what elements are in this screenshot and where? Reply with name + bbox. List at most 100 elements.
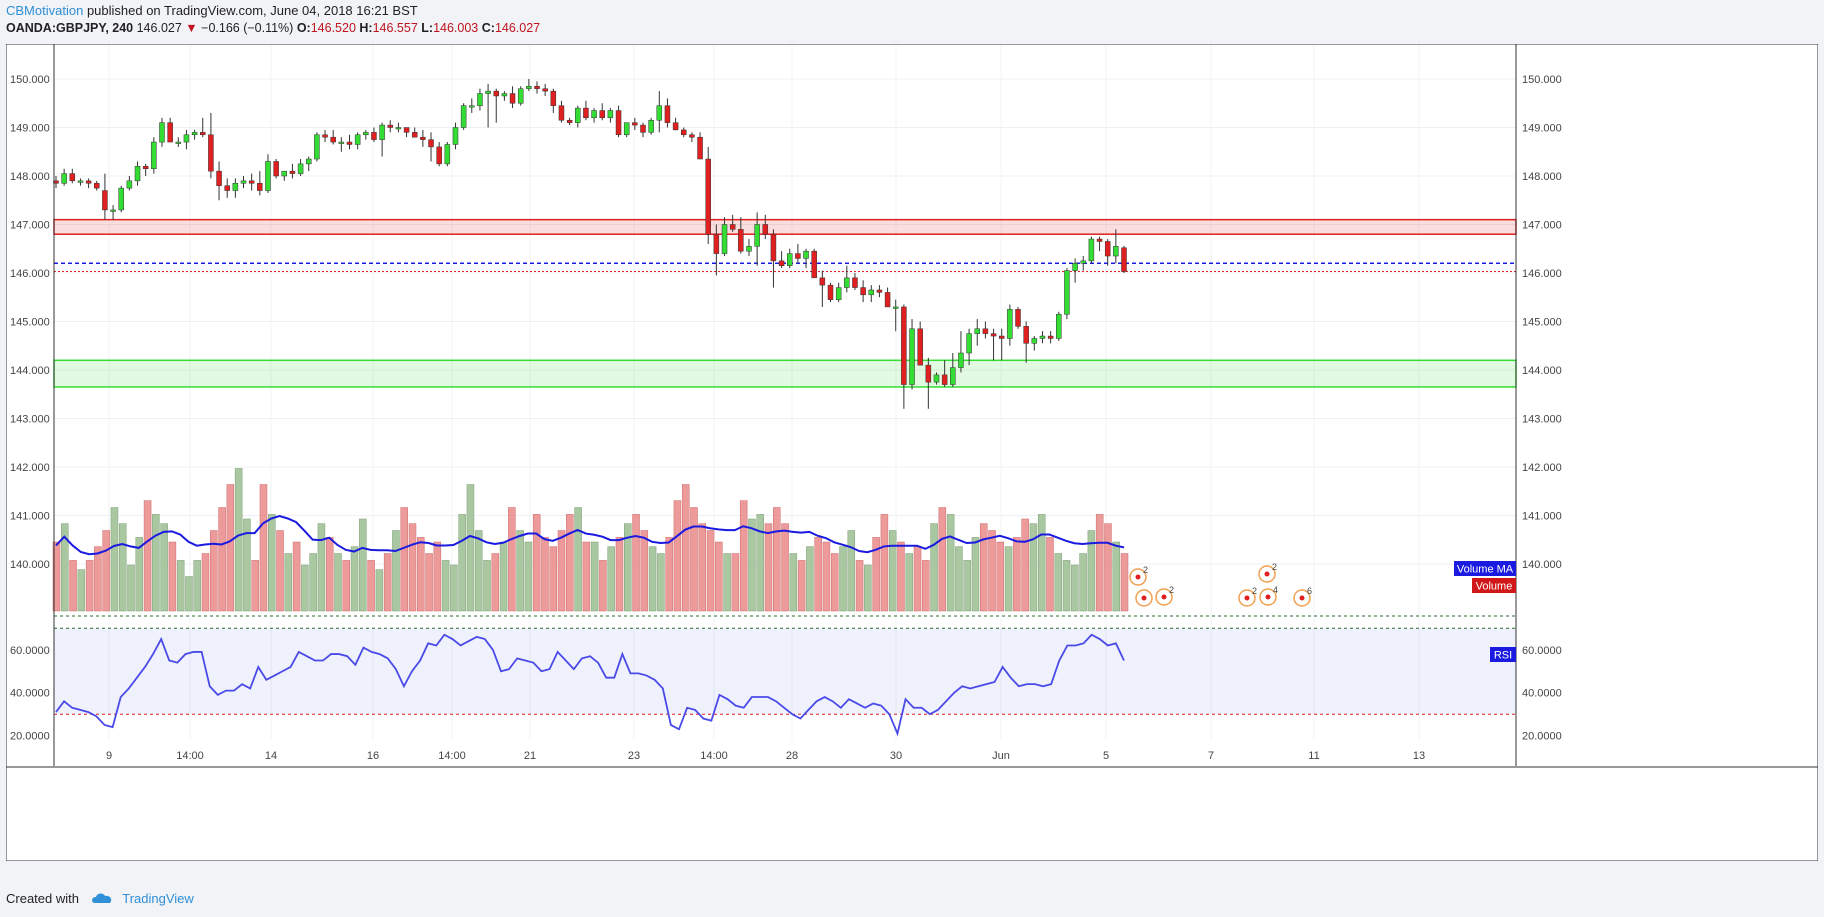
candle-down [852, 277, 858, 288]
volume-bar [400, 507, 408, 612]
time-tick-label: 14:00 [176, 750, 204, 762]
volume-bar [855, 560, 864, 612]
time-tick-label: 16 [367, 750, 379, 762]
candle-up [191, 132, 198, 136]
candle-down [901, 306, 907, 385]
candle-down [640, 124, 646, 133]
open-label: O: [296, 21, 311, 35]
volume-bar [160, 523, 168, 612]
candle-up [1064, 270, 1070, 315]
created-with-label: Created with [6, 891, 79, 906]
time-tick-label: 30 [890, 750, 902, 762]
candle-up [118, 187, 124, 211]
volume-bar [739, 500, 748, 612]
volume-bar [864, 564, 872, 612]
candle-up [151, 141, 157, 169]
candle-up [803, 250, 809, 259]
candle-down [664, 105, 671, 123]
volume-label-bg [1472, 578, 1516, 593]
candle-down [599, 110, 605, 119]
candle-down [811, 250, 817, 279]
candle-up [134, 166, 141, 182]
candle-up [1113, 246, 1119, 257]
candle-up [1056, 313, 1062, 339]
candle-down [493, 90, 499, 97]
candle-up [175, 141, 182, 144]
time-tick-label: 28 [786, 750, 798, 762]
price-chart[interactable]: 150.000 150.000 149.000 149.000 148.000 148.0… [5, 43, 1819, 862]
volume-bar [706, 530, 715, 612]
chart-frame[interactable]: 150.000 150.000 149.000 149.000 148.000 148.0… [5, 43, 1819, 862]
candle-up [892, 306, 899, 309]
candle-up [232, 183, 239, 191]
candle-down [860, 287, 866, 296]
volume-bar [359, 518, 367, 612]
candle-up [868, 289, 875, 296]
price-tick-label-right: 149.000 [1522, 123, 1562, 135]
event-marker-count: 2 [1143, 565, 1148, 575]
author-link[interactable]: CBMotivation [6, 3, 84, 18]
volume-bar [309, 553, 317, 612]
volume-bar [946, 514, 955, 612]
candle-up [526, 86, 532, 89]
candle-down [672, 122, 679, 131]
candle-down [884, 292, 891, 308]
candle-up [1088, 238, 1095, 262]
volume-bar [193, 560, 201, 612]
volume-bar [764, 523, 773, 612]
candle-down [729, 224, 736, 230]
volume-bar [913, 546, 922, 612]
candle-down [428, 139, 434, 148]
event-marker-dot [1141, 595, 1147, 601]
volume-bar [234, 468, 243, 612]
rsi-tick-label-left: 40.0000 [10, 688, 50, 700]
volume-bar [1120, 553, 1129, 612]
volume-bar [425, 553, 433, 612]
candle-up [469, 105, 475, 108]
volume-bar [1087, 530, 1096, 612]
candle-down [558, 105, 565, 121]
volume-bar [599, 560, 607, 612]
volume-bar [516, 530, 524, 612]
tradingview-link[interactable]: TradingView [122, 891, 194, 906]
event-marker-dot [1265, 594, 1271, 600]
time-tick-label: 21 [524, 750, 536, 762]
volume-ma-line [55, 515, 1125, 556]
candle-up [721, 224, 728, 254]
candle-down [1023, 326, 1029, 344]
volume-bar [806, 546, 814, 612]
candle-down [550, 90, 557, 106]
volume-bar [152, 514, 160, 612]
price-change: −0.166 (−0.11%) [201, 21, 294, 35]
symbol-label: OANDA:GBPJPY, 240 [6, 21, 134, 35]
candle-down [142, 166, 149, 169]
rsi-pane [54, 627, 1516, 737]
volume-bar [988, 530, 996, 612]
volume-bar [1095, 514, 1104, 612]
volume-bar [1004, 546, 1013, 612]
rsi-tick-label-right: 60.0000 [1522, 645, 1562, 657]
price-tick-label-left: 144.000 [10, 365, 50, 377]
candle-down [85, 180, 92, 184]
candle-down [257, 183, 263, 191]
volume-bar [301, 564, 309, 612]
candle-down [199, 132, 206, 136]
rsi-band [54, 628, 1516, 715]
volume-bar [176, 560, 185, 612]
event-marker-count: 2 [1252, 586, 1257, 596]
candle-up [1007, 309, 1013, 339]
price-tick-label-right: 150.000 [1522, 74, 1562, 86]
candle-up [183, 134, 190, 143]
candle-up [314, 134, 320, 160]
candle-down [509, 93, 516, 104]
volume-bar [259, 484, 268, 612]
volume-bar [723, 553, 731, 612]
candle-up [974, 328, 981, 334]
volume-bar [971, 537, 980, 612]
volume-ma-label: Volume MA [1457, 564, 1514, 576]
volume-bar [276, 530, 284, 612]
candle-up [754, 224, 760, 247]
volume-bar [557, 530, 566, 612]
candle-down [403, 127, 410, 133]
candle-up [281, 170, 288, 177]
